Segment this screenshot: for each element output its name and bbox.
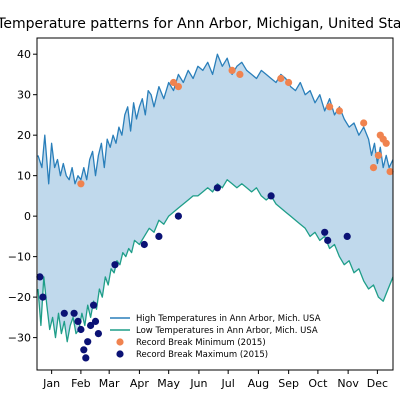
y-tick-label: −20	[8, 291, 31, 304]
record-max-point	[87, 321, 95, 330]
y-tick-label: −30	[8, 332, 31, 345]
y-tick-label: 20	[17, 129, 31, 142]
legend-label: Low Temperatures in Ann Arbor, Mich. USA	[136, 326, 318, 336]
record-min-point	[382, 139, 390, 147]
legend-label: Record Break Maximum (2015)	[136, 350, 268, 360]
record-min-point	[285, 78, 293, 87]
axes: −30 −20 −10 0 10 20 30 40 Jan Feb Mar Apr May Jun Jul A…	[8, 48, 388, 390]
record-max-point	[267, 192, 275, 200]
x-tick-label: Nov	[337, 377, 359, 390]
record-min-point	[174, 83, 182, 91]
x-tick-label: Feb	[71, 377, 90, 390]
record-min-point	[277, 74, 285, 83]
record-max-point	[90, 301, 98, 309]
record-max-point	[94, 330, 102, 338]
x-tick-label: Aug	[248, 377, 269, 390]
record-max-point	[70, 309, 78, 317]
record-max-point	[84, 338, 92, 346]
record-max-point	[77, 325, 85, 334]
legend: High Temperatures in Ann Arbor, Mich. US…	[110, 314, 321, 360]
y-tick-label: 40	[17, 48, 31, 61]
record-min-point	[360, 119, 368, 127]
record-max-point	[174, 212, 182, 220]
record-min-point	[236, 70, 244, 78]
x-tick-label: Dec	[367, 377, 388, 390]
record-min-point	[335, 107, 343, 115]
record-max-point	[111, 261, 119, 269]
record-max-point	[213, 184, 221, 192]
record-min-point	[326, 103, 334, 111]
record-min-point	[77, 180, 85, 188]
record-max-point	[155, 232, 163, 240]
plot-area	[36, 53, 394, 362]
legend-label: Record Break Minimum (2015)	[136, 338, 266, 348]
record-max-point	[91, 317, 100, 325]
x-tick-label: Mar	[99, 377, 120, 390]
record-max-point	[36, 273, 44, 281]
record-max-point	[80, 346, 88, 354]
record-min-point	[169, 78, 178, 87]
x-tick-label: Jun	[189, 377, 207, 390]
fill-between-band	[38, 54, 393, 342]
legend-swatch-marker	[116, 350, 124, 358]
record-max-point	[39, 293, 47, 301]
high-temperature-line	[37, 53, 394, 185]
record-max-point	[82, 354, 90, 362]
record-max-point	[74, 317, 82, 325]
x-tick-label: Sep	[278, 377, 299, 390]
record-min-point	[386, 168, 394, 176]
plot-frame	[36, 37, 394, 371]
y-tick-label: 30	[17, 89, 31, 102]
record-max-point	[343, 232, 351, 240]
record-min-point	[374, 151, 382, 159]
x-tick-label: Apr	[130, 377, 150, 390]
y-tick-label: 0	[24, 210, 31, 223]
legend-swatch-marker	[116, 338, 124, 346]
record-max-point	[140, 240, 148, 249]
record-max-point	[60, 309, 68, 317]
chart-title: Temperature patterns for Ann Arbor, Mich…	[0, 16, 400, 32]
y-tick-label: 10	[17, 170, 31, 183]
y-tick-label: −10	[8, 251, 31, 264]
x-tick-label: Jan	[42, 377, 60, 390]
legend-label: High Temperatures in Ann Arbor, Mich. US…	[136, 314, 321, 324]
record-min-point	[228, 66, 236, 74]
x-tick-label: May	[157, 377, 180, 390]
x-tick-label: Oct	[308, 377, 328, 390]
record-max-point	[321, 228, 329, 236]
x-tick-label: Jul	[221, 377, 235, 390]
record-max-point	[324, 236, 332, 244]
record-min-point	[369, 164, 378, 172]
